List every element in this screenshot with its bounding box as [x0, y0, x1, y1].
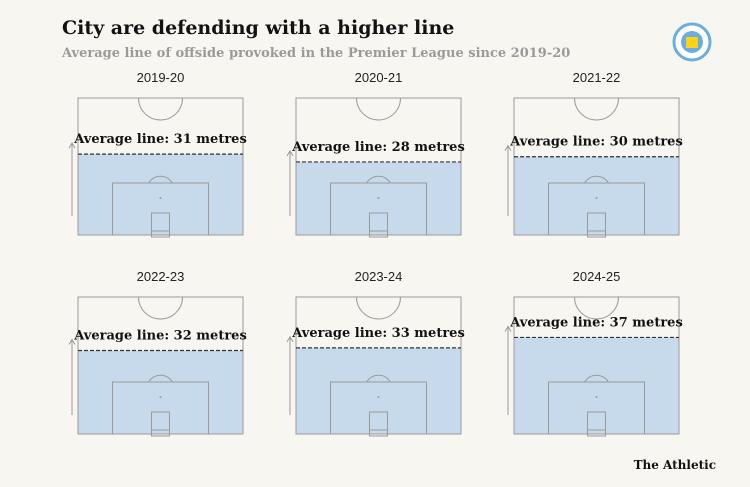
goal: [369, 429, 388, 437]
centre-circle: [356, 296, 401, 320]
defended-area: [78, 350, 243, 434]
penalty-spot: [159, 396, 162, 398]
penalty-arc: [148, 374, 173, 383]
defended-area: [514, 156, 679, 235]
arrow-head: [504, 325, 512, 332]
centre-circle: [356, 97, 401, 121]
penalty-arc: [148, 175, 173, 184]
goal: [369, 230, 388, 238]
arrow-head: [286, 149, 294, 157]
pitch-panel: 2023-24 Average line: 33 metres: [286, 269, 465, 437]
pitch-panel: 2024-25 Average line: 37 metres: [504, 269, 683, 437]
goal: [587, 429, 606, 437]
season-label: 2022-23: [137, 269, 185, 284]
value-label: Average line: 33 metres: [291, 326, 465, 341]
penalty-arc: [584, 175, 609, 184]
six-yard-box: [587, 411, 606, 435]
six-yard-box: [587, 212, 606, 236]
goal: [151, 429, 170, 437]
pitch-panel: 2019-20 Average line: 31 metres: [68, 70, 247, 238]
penalty-spot: [377, 197, 380, 199]
penalty-arc: [584, 374, 609, 383]
six-yard-box: [369, 212, 388, 236]
season-label: 2021-22: [573, 70, 621, 85]
brand: The Athletic: [634, 458, 716, 472]
pitch-panel: 2022-23 Average line: 32 metres: [68, 269, 247, 437]
centre-circle: [574, 296, 619, 320]
centre-circle: [138, 296, 183, 320]
arrow-head: [68, 338, 76, 345]
value-label: Average line: 30 metres: [509, 135, 683, 150]
arrow-head: [68, 142, 76, 149]
subtitle: Average line of offside provoked in the …: [61, 46, 570, 61]
value-label: Average line: 37 metres: [509, 315, 683, 330]
value-label: Average line: 31 metres: [73, 132, 247, 147]
penalty-spot: [159, 197, 162, 199]
six-yard-box: [151, 212, 170, 236]
arrow-head: [286, 335, 294, 343]
title: City are defending with a higher line: [62, 17, 454, 39]
season-label: 2020-21: [355, 70, 403, 85]
penalty-spot: [595, 197, 598, 199]
value-label: Average line: 32 metres: [73, 328, 247, 343]
goal: [151, 230, 170, 238]
centre-circle: [138, 97, 183, 121]
season-label: 2023-24: [355, 269, 403, 284]
goal: [587, 230, 606, 238]
value-label: Average line: 28 metres: [291, 140, 465, 155]
defended-area: [514, 337, 679, 434]
penalty-arc: [366, 374, 391, 383]
pitch-panel: 2020-21 Average line: 28 metres: [286, 70, 465, 238]
penalty-spot: [377, 396, 380, 398]
six-yard-box: [151, 411, 170, 435]
pitch-panel: 2021-22 Average line: 30 metres: [504, 70, 683, 238]
defended-area: [78, 154, 243, 235]
defended-area: [296, 347, 461, 434]
penalty-spot: [595, 396, 598, 398]
six-yard-box: [369, 411, 388, 435]
season-label: 2024-25: [573, 269, 621, 284]
arrow-head: [504, 144, 512, 151]
club-logo: [672, 22, 712, 62]
season-label: 2019-20: [137, 70, 185, 85]
penalty-arc: [366, 175, 391, 184]
centre-circle: [574, 97, 619, 121]
